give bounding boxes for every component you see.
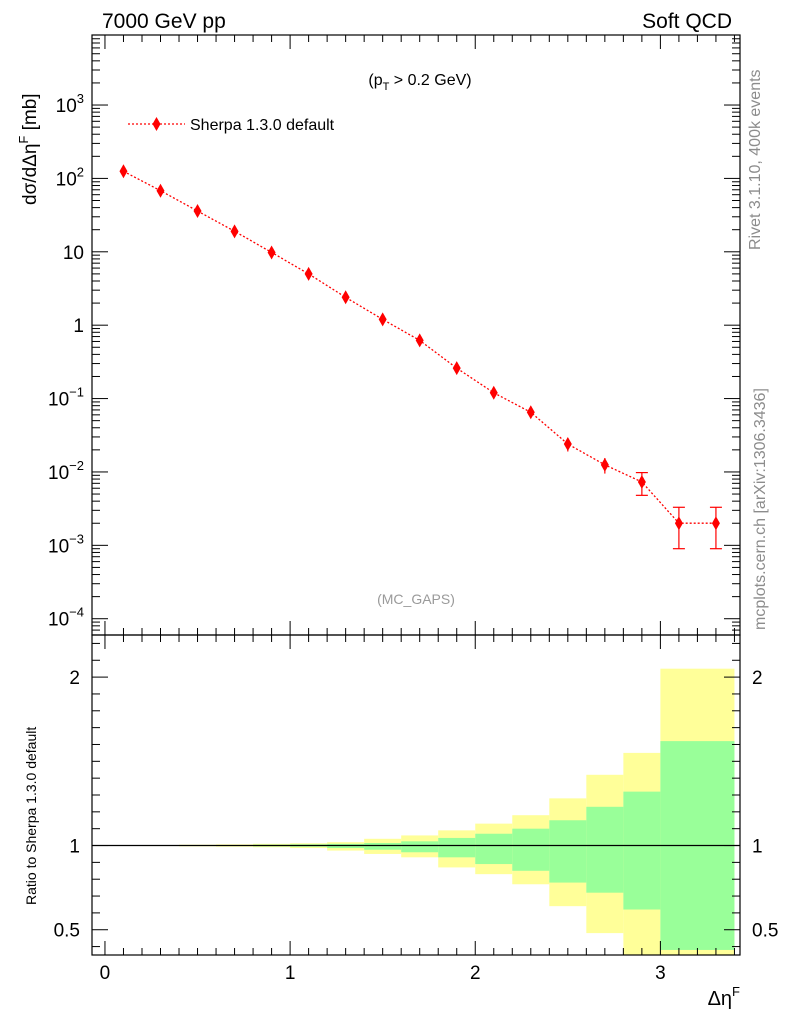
ratio-band-bin: [512, 828, 550, 871]
ratio-ticks: 0 1 2 3 0.5 0.5 1 1 2 2: [54, 635, 778, 984]
data-point: [304, 266, 313, 281]
ratio-ytick-label-right: 1: [752, 837, 763, 858]
main-ticks: 10−4 10−3 10−2 10−1 1 10 102 103: [48, 34, 740, 636]
main-ytick-label: 1: [73, 316, 84, 337]
data-point: [415, 333, 424, 348]
main-ytick-label: 103: [56, 91, 84, 117]
ratio-band-bin: [586, 806, 624, 893]
ratio-xtick-label: 3: [655, 963, 666, 984]
ratio-band-bin: [364, 843, 402, 850]
header-left: 7000 GeV pp: [102, 10, 226, 33]
legend: Sherpa 1.3.0 default: [128, 117, 335, 134]
data-point: [600, 457, 609, 472]
ratio-xtick-label: 2: [470, 963, 481, 984]
data-point: [156, 183, 165, 198]
main-ylabel: dσ/dΔηF [mb]: [16, 93, 41, 205]
ratio-data-layer: [92, 668, 740, 955]
ratio-ylabel: Ratio to Sherpa 1.3.0 default: [23, 727, 39, 905]
ratio-ytick-label: 1: [69, 837, 80, 858]
ratio-band-bin: [438, 837, 476, 858]
main-data-layer: [119, 164, 722, 550]
main-ytick-label: 10−3: [48, 531, 84, 557]
cut-annotation: (pT > 0.2 GeV): [368, 72, 471, 93]
main-panel: 10−4 10−3 10−2 10−1 1 10 102 103 (pT > 0.2 GeV)…: [16, 34, 741, 636]
ratio-xlabel: ΔηF: [708, 984, 740, 1010]
data-point: [378, 312, 387, 327]
rivet-label: Rivet 3.1.10, 400k events: [747, 69, 764, 250]
main-ytick-label: 10−4: [48, 605, 84, 631]
data-point: [452, 361, 461, 376]
ratio-ytick-label-right: 2: [752, 668, 763, 689]
analysis-watermark: (MC_GAPS): [377, 591, 455, 607]
data-point: [637, 474, 646, 489]
ratio-band-bin: [623, 791, 661, 910]
ratio-ytick-label-right: 0.5: [752, 921, 778, 942]
data-point: [526, 405, 535, 420]
source-label: mcplots.cern.ch [arXiv:1306.3436]: [752, 388, 769, 630]
data-point: [341, 290, 350, 305]
ratio-band-bin: [549, 820, 587, 883]
ratio-frame: [91, 634, 741, 956]
data-point: [711, 516, 720, 531]
data-point: [489, 385, 498, 400]
main-ytick-label: 10−1: [48, 385, 84, 411]
ratio-band-bin: [401, 841, 439, 853]
data-point: [230, 224, 239, 239]
data-point: [119, 164, 128, 179]
ratio-panel: 0 1 2 3 0.5 0.5 1 1 2 2 Ratio to Sherpa 1.3.0 def…: [23, 634, 778, 1010]
ratio-xtick-label: 1: [285, 963, 296, 984]
data-point: [267, 245, 276, 260]
legend-label: Sherpa 1.3.0 default: [190, 117, 335, 134]
ratio-xtick-label: 0: [100, 963, 111, 984]
data-point: [674, 516, 683, 531]
header-right: Soft QCD: [642, 10, 732, 33]
ratio-ytick-label: 2: [69, 668, 80, 689]
ratio-band-bin: [475, 833, 513, 865]
main-ytick-label: 10−2: [48, 458, 84, 484]
legend-marker: [152, 117, 161, 131]
main-ytick-label: 10: [63, 243, 84, 264]
ratio-ytick-label: 0.5: [54, 921, 80, 942]
data-point: [193, 203, 202, 218]
main-ytick-label: 102: [56, 164, 84, 190]
data-point: [563, 437, 572, 452]
